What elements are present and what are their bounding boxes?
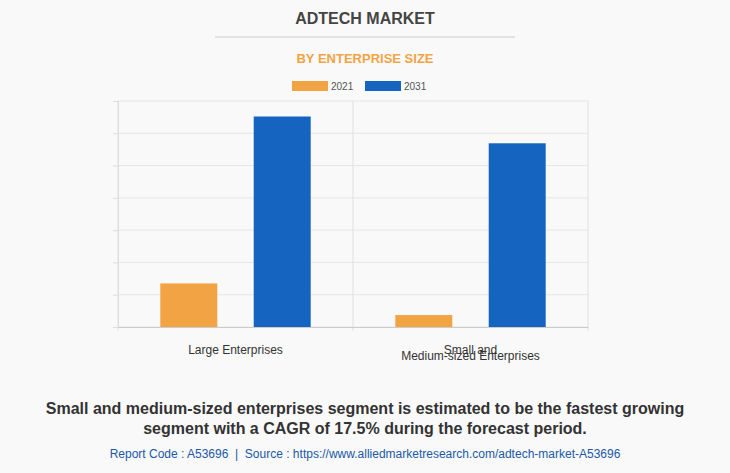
x-tick: Small andMedium-sized Enterprises (401, 327, 540, 363)
legend-label: 2021 (331, 81, 354, 92)
band-separator (353, 101, 354, 331)
y-tick (113, 166, 118, 167)
x-axis: Large Enterprises Small andMedium-sized E… (119, 327, 589, 363)
x-tick-label: Large Enterprises (188, 343, 283, 357)
y-tick-mark (113, 101, 118, 102)
title: ADTECH MARKET (295, 10, 435, 27)
title-rule (215, 37, 515, 38)
legend-swatch (292, 81, 328, 91)
bars (160, 116, 545, 327)
band-separator (588, 101, 589, 331)
y-tick (113, 198, 118, 199)
y-axis-line (113, 102, 119, 328)
bar (395, 315, 452, 327)
caption: Small and medium-sized enterprises segme… (46, 400, 684, 437)
subtitle: BY ENTERPRISE SIZE (296, 51, 433, 66)
legend: 2021 2031 (292, 81, 427, 92)
legend-swatch (365, 81, 401, 91)
y-axis (113, 102, 119, 328)
legend-item: 2021 (292, 81, 354, 92)
y-tick-mark (113, 198, 118, 199)
y-tick-mark (113, 133, 118, 134)
x-axis-line (119, 327, 589, 328)
x-tick-label: Small andMedium-sized Enterprises (401, 343, 540, 363)
chart: ADTECH MARKET BY ENTERPRISE SIZE 2021 2031 L… (0, 0, 730, 473)
x-tick: Large Enterprises (188, 327, 283, 357)
y-tick (113, 230, 118, 231)
y-tick (113, 295, 118, 296)
legend-item: 2031 (365, 81, 427, 92)
y-tick-mark (113, 327, 118, 328)
y-tick-mark (113, 230, 118, 231)
bar (254, 116, 311, 327)
legend-label: 2031 (404, 81, 427, 92)
y-tick (113, 133, 118, 134)
y-tick-mark (113, 295, 118, 296)
bar (160, 283, 217, 327)
source: Report Code : A53696 | Source : https://… (110, 447, 621, 461)
y-tick (113, 327, 118, 328)
y-tick-mark (113, 262, 118, 263)
y-tick-mark (113, 166, 118, 167)
y-tick (113, 101, 118, 102)
bar (489, 143, 546, 327)
y-tick (113, 262, 118, 263)
